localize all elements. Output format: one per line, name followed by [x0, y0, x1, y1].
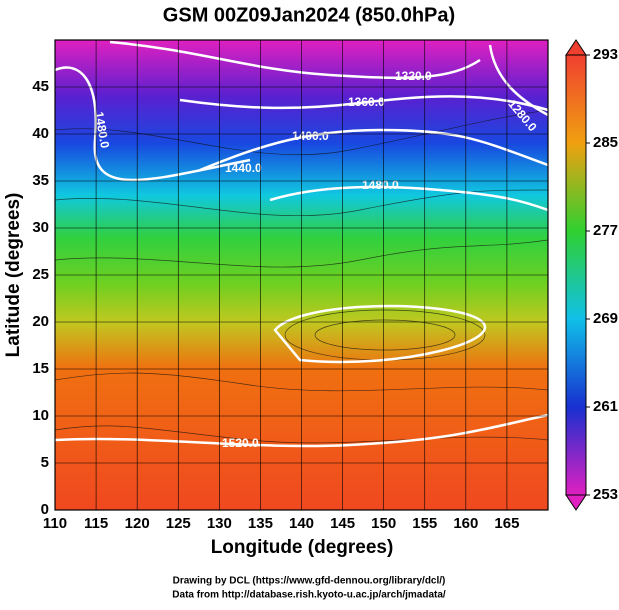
x-tick-label: 150 [371, 515, 396, 532]
y-tick-label: 40 [32, 125, 49, 142]
x-tick-label: 125 [166, 515, 191, 532]
colorbar-extend-min [565, 494, 587, 511]
colorbar-tick-label: 293 [593, 46, 618, 63]
x-tick-label: 140 [289, 515, 314, 532]
y-tick-label: 10 [32, 407, 49, 424]
y-tick-label: 20 [32, 313, 49, 330]
y-tick-label: 45 [32, 78, 49, 95]
contour-label: 1440.0 [225, 161, 262, 175]
plot-frame [54, 39, 549, 511]
y-axis-label: Latitude (degrees) [3, 193, 24, 358]
x-tick-label: 155 [412, 515, 437, 532]
x-tick-label: 130 [207, 515, 232, 532]
credit: Data from http://database.rish.kyoto-u.a… [172, 590, 446, 601]
colorbar-extend-max [565, 39, 587, 56]
x-tick-label: 110 [43, 515, 67, 532]
x-axis-label: Longitude (degrees) [211, 537, 394, 558]
credit: Drawing by DCL (https://www.gfd-dennou.o… [173, 576, 446, 587]
y-tick-label: 5 [41, 454, 49, 471]
contour-label: 1520.0 [222, 436, 259, 450]
contour-label: 1320.0 [395, 69, 432, 83]
x-tick-label: 145 [330, 515, 355, 532]
colorbar-tick-label: 261 [593, 398, 618, 415]
streamlines [54, 109, 549, 444]
colorbar [565, 54, 587, 496]
y-tick-label: 0 [41, 501, 49, 518]
x-tick-label: 165 [494, 515, 519, 532]
y-tick-label: 30 [32, 219, 49, 236]
colorbar-tick-label: 253 [593, 486, 618, 503]
y-tick-label: 25 [32, 266, 49, 283]
x-tick-label: 160 [453, 515, 478, 532]
contour-label: 1400.0 [292, 129, 329, 143]
y-tick-label: 15 [32, 360, 49, 377]
x-tick-label: 120 [125, 515, 150, 532]
y-tick-label: 35 [32, 172, 49, 189]
contour-label: 1480.0 [362, 178, 399, 192]
contour-label: 1360.0 [348, 95, 385, 109]
x-tick-label: 135 [248, 515, 273, 532]
contours [54, 40, 549, 448]
x-tick-label: 115 [84, 515, 108, 532]
title: GSM 00Z09Jan2024 (850.0hPa) [163, 4, 455, 26]
colorbar-tick-label: 285 [593, 134, 618, 151]
colorbar-tick-label: 277 [593, 222, 618, 239]
colorbar-tick-label: 269 [593, 310, 618, 327]
contour-label: 1480.0 [92, 111, 112, 150]
